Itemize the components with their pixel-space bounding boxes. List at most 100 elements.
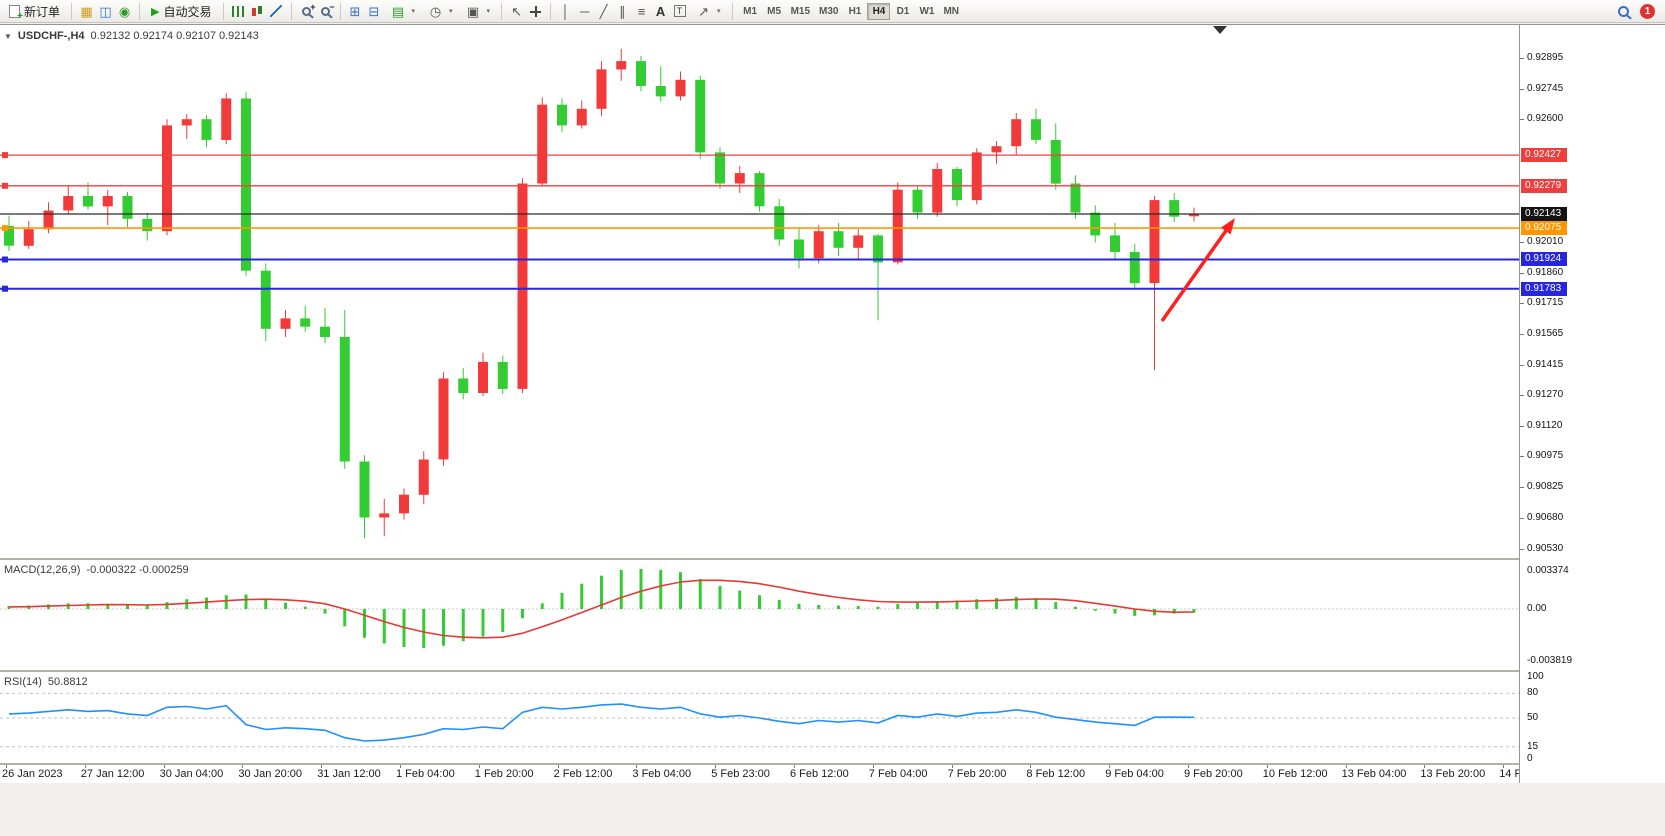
time-tick (636, 764, 638, 768)
trend-arrow-head[interactable] (1220, 218, 1235, 235)
candlestick-chart[interactable] (0, 25, 1519, 558)
tf-button-d1[interactable]: D1 (896, 5, 910, 17)
tf-button-h4[interactable]: H4 (867, 2, 891, 20)
channel-tool-icon[interactable]: ∥ (619, 3, 626, 19)
macd-axis-label: 0.00 (1527, 603, 1547, 614)
panel-splitter[interactable] (0, 670, 1665, 672)
line-handle[interactable] (2, 225, 8, 232)
candle-bearish (1050, 140, 1061, 184)
chart-symbol-header: ▼ USDCHF-,H4 0.92132 0.92174 0.92107 0.9… (4, 30, 259, 42)
new-chart-icon: ▤ (391, 3, 405, 19)
rsi-chart[interactable] (0, 672, 1519, 763)
tf-button-h1[interactable]: H1 (848, 5, 862, 17)
candle-bearish (774, 206, 785, 240)
new-order-button[interactable]: 新订单 (4, 2, 65, 22)
cursor-icon[interactable]: ↖ (511, 3, 522, 19)
symbol-timeframe-label: USDCHF-,H4 (17, 30, 85, 42)
clock-icon: ◷ (429, 3, 442, 19)
time-axis[interactable]: 26 Jan 2023 27 Jan 12:00 30 Jan 04:00 30 Ja… (0, 764, 1665, 783)
market-watch-icon[interactable]: ◫ (99, 3, 112, 19)
price-axis[interactable]: 0.92895 0.92745 0.92600 0.92010 0.91860 0.917… (1519, 25, 1665, 783)
chart-shift-marker[interactable] (1213, 26, 1227, 34)
line-handle[interactable] (2, 285, 8, 292)
label-tool-icon[interactable]: T (671, 3, 688, 20)
trendline-tool-icon[interactable]: ╱ (599, 3, 608, 19)
new-order-label: 新订单 (24, 4, 61, 19)
line-handle[interactable] (2, 256, 8, 263)
tf-button-m1[interactable]: M1 (743, 5, 758, 17)
periods-button[interactable]: ◷ ▾ (422, 2, 458, 21)
price-label: 0.90825 (1527, 481, 1564, 493)
price-label: 0.91415 (1527, 359, 1564, 371)
price-tick (1520, 272, 1524, 274)
tf-button-m5[interactable]: M5 (767, 5, 782, 17)
time-tick (794, 764, 795, 768)
shapes-button[interactable]: ↗ ▾ (690, 2, 726, 21)
vertical-line-tool-icon[interactable]: │ (561, 3, 570, 19)
time-tick (715, 764, 717, 768)
candle-bullish (23, 229, 34, 246)
line-handle[interactable] (2, 152, 8, 159)
candle-bullish (971, 152, 982, 201)
crosshair-icon[interactable] (527, 3, 544, 20)
time-tick (1503, 764, 1505, 768)
new-chart-button[interactable]: ▤ ▾ (385, 2, 421, 21)
plus-sign: + (310, 1, 316, 12)
price-badge: 0.91924 (1521, 252, 1567, 267)
trend-arrow-line[interactable] (1160, 226, 1230, 323)
candle-bullish (675, 79, 686, 97)
price-badge: 0.91783 (1521, 281, 1567, 296)
tf-button-m15[interactable]: M15 (790, 5, 811, 17)
zoom-in-icon[interactable]: + (298, 1, 316, 20)
toolbar: 新订单 ▦ ◫ ◉ ▶ 自动交易 + − ⊞ ⊟ ▤▾ ◷▾ ▣▾ ↖ (0, 0, 1665, 23)
tf-button-mn[interactable]: MN (943, 5, 960, 17)
price-tick (1520, 548, 1524, 550)
price-label: 0.91565 (1527, 327, 1564, 339)
play-icon: ▶ (151, 5, 160, 18)
fibonacci-tool-icon[interactable]: ≡ (637, 3, 646, 19)
price-label: 0.92600 (1527, 113, 1564, 125)
panel-splitter[interactable] (0, 763, 1665, 765)
time-label: 13 Feb 20:00 (1420, 768, 1486, 780)
arrange-windows-icon[interactable]: ⊟ (368, 3, 380, 19)
candle-bearish (320, 326, 330, 338)
price-label: 0.92745 (1527, 83, 1564, 95)
tf-button-m30[interactable]: M30 (819, 5, 839, 17)
candle-bearish (1110, 235, 1120, 252)
macd-header: MACD(12,26,9) -0.000322 -0.000259 (4, 564, 189, 576)
candle-bullish (438, 378, 449, 460)
auto-trading-button[interactable]: ▶ 自动交易 (146, 2, 216, 21)
line-handle[interactable] (2, 182, 8, 189)
horizontal-line-tool-icon[interactable]: ─ (579, 3, 590, 19)
bar-chart-icon[interactable] (230, 3, 247, 20)
toolbar-separator (139, 2, 141, 20)
navigator-icon[interactable]: ◉ (118, 3, 131, 19)
price-tick (1520, 365, 1524, 367)
time-label: 1 Feb 04:00 (396, 768, 455, 780)
candle-bullish (932, 169, 943, 213)
time-tick (951, 764, 953, 768)
notification-badge[interactable]: 1 (1640, 3, 1655, 19)
tf-button-w1[interactable]: W1 (919, 5, 935, 17)
macd-chart[interactable] (0, 560, 1519, 670)
line-chart-icon[interactable] (268, 3, 285, 20)
profiles-icon[interactable]: ▦ (80, 3, 93, 19)
candle-bullish (596, 69, 607, 109)
templates-button[interactable]: ▣ ▾ (460, 2, 496, 21)
quick-trade-arrow-icon[interactable]: ▼ (4, 31, 12, 41)
candle-bearish (695, 79, 706, 153)
time-label: 9 Feb 04:00 (1105, 768, 1164, 780)
panel-splitter[interactable] (0, 558, 1665, 560)
time-tick (242, 764, 244, 768)
macd-axis-label: 0.003374 (1527, 565, 1569, 576)
candlestick-chart-icon[interactable] (249, 3, 266, 20)
time-tick (400, 764, 401, 768)
search-icon[interactable] (1615, 3, 1632, 20)
toolbar-separator (501, 2, 503, 20)
price-tick (1520, 302, 1524, 304)
zoom-out-icon[interactable]: − (317, 2, 335, 20)
auto-trading-label: 自动交易 (163, 4, 212, 19)
text-tool-icon[interactable]: A (655, 3, 666, 19)
candle-bearish (1169, 200, 1180, 217)
tile-windows-icon[interactable]: ⊞ (349, 3, 361, 19)
